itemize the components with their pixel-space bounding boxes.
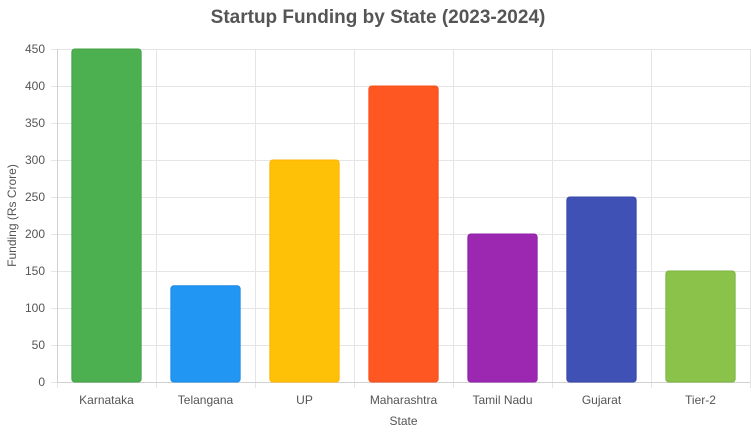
x-tick-label: Maharashtra: [370, 393, 438, 407]
y-tick-label: 50: [32, 338, 46, 352]
y-tick-label: 150: [25, 264, 45, 278]
y-tick-label: 450: [25, 42, 45, 56]
x-tick-label: Tamil Nadu: [472, 393, 532, 407]
y-tick-label: 250: [25, 190, 45, 204]
bar-karnataka: [71, 48, 142, 383]
x-axis-title: State: [389, 414, 417, 428]
bar-tier-2: [665, 270, 736, 383]
chart-title: Startup Funding by State (2023-2024): [211, 7, 546, 28]
x-tick-label: UP: [296, 393, 313, 407]
x-tick-label: Tier-2: [685, 393, 716, 407]
bar-maharashtra: [368, 85, 439, 383]
y-tick-label: 400: [25, 79, 45, 93]
x-tick-label: Gujarat: [582, 393, 622, 407]
x-tick-label: Telangana: [178, 393, 234, 407]
y-tick-label: 200: [25, 227, 45, 241]
x-tick-label: Karnataka: [79, 393, 134, 407]
y-tick-label: 100: [25, 301, 45, 315]
bar-gujarat: [566, 196, 637, 383]
y-axis-ticks: 0 50 100 150 200 250 300 350 400 450: [25, 42, 45, 389]
y-tick-label: 300: [25, 153, 45, 167]
x-axis-ticks: Karnataka Telangana UP Maharashtra Tamil Nad…: [79, 393, 716, 407]
bar-up: [269, 159, 340, 383]
bars: [71, 48, 736, 383]
bar-tamil-nadu: [467, 233, 538, 383]
y-axis-title: Funding (Rs Crore): [5, 164, 19, 267]
y-tick-label: 350: [25, 116, 45, 130]
y-tick-label: 0: [38, 375, 45, 389]
bar-telangana: [170, 285, 241, 383]
